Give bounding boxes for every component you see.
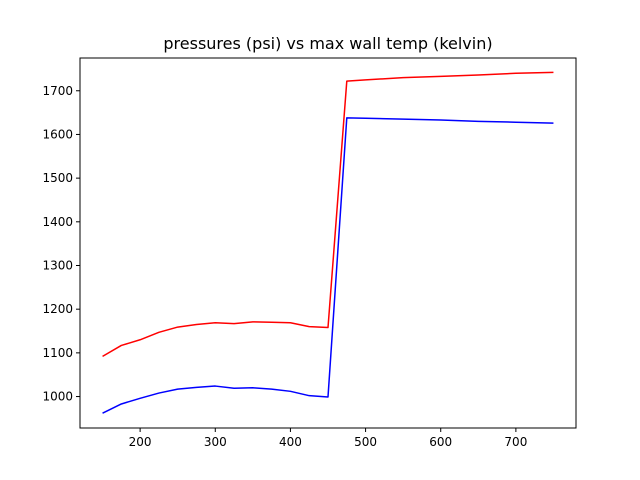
y-tick-label: 1400 <box>42 215 73 229</box>
plot-series-group <box>102 71 554 414</box>
series-line-1 <box>102 71 554 358</box>
y-axis: 1000 1100 1200 1300 1400 1500 1600 1700 <box>42 84 80 404</box>
y-tick-label: 1200 <box>42 302 73 316</box>
x-tick-label: 600 <box>429 435 452 449</box>
y-tick-label: 1000 <box>42 390 73 404</box>
x-tick-label: 200 <box>129 435 152 449</box>
y-tick-label: 1500 <box>42 171 73 185</box>
y-tick-label: 1700 <box>42 84 73 98</box>
x-tick-label: 400 <box>279 435 302 449</box>
x-axis: 200 300 400 500 600 700 <box>129 428 527 449</box>
plot-area-frame <box>79 57 577 429</box>
series-line-2 <box>102 117 554 414</box>
x-tick-label: 300 <box>204 435 227 449</box>
x-tick-label: 500 <box>354 435 377 449</box>
y-tick-label: 1300 <box>42 258 73 272</box>
x-tick-label: 700 <box>504 435 527 449</box>
y-tick-label: 1600 <box>42 127 73 141</box>
chart-title: pressures (psi) vs max wall temp (kelvin… <box>163 34 492 53</box>
y-tick-label: 1100 <box>42 346 73 360</box>
